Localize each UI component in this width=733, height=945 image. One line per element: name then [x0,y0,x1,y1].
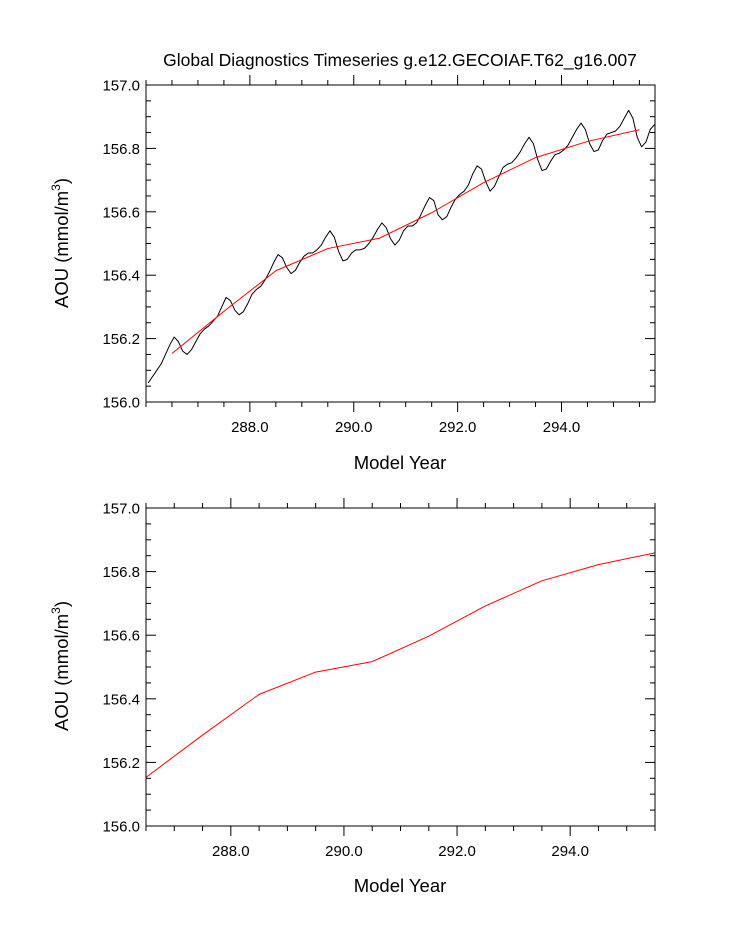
top-y-tick-label: 156.2 [102,331,140,348]
bottom-x-tick-label: 290.0 [325,843,363,860]
top-series-monthly-line [147,109,655,384]
bottom-y-tick-label: 156.2 [102,755,140,772]
top-series-group [147,109,655,384]
top-chart: Global Diagnostics Timeseries g.e12.GECO… [49,50,656,473]
bottom-axis-ticks [145,498,656,836]
top-y-tick-label: 156.4 [102,268,140,285]
bottom-series-annual-mean-line [145,552,656,778]
top-x-tick-label: 294.0 [543,419,581,436]
top-axis-ticks [145,75,655,412]
bottom-chart: 156.0 156.2 156.4 156.6 156.8 157.0 288.0 290.0… [49,498,656,896]
bottom-y-axis-label: AOU (mmol/m3) [49,601,72,731]
top-x-tick-label: 292.0 [439,419,477,436]
top-y-tick-label: 156.0 [102,395,140,412]
top-y-tick-label: 157.0 [102,78,140,95]
top-x-axis-label: Model Year [354,452,447,473]
bottom-plot-frame [145,507,656,827]
bottom-y-tick-label: 156.8 [102,564,140,581]
bottom-y-tick-label: 156.0 [102,819,140,836]
bottom-y-tick-label: 156.4 [102,691,140,708]
top-y-tick-label: 156.6 [102,204,140,221]
top-x-tick-label: 290.0 [335,419,373,436]
top-plot-frame [145,84,656,403]
top-series-annual-mean-line [171,129,640,354]
top-y-tick-label: 156.8 [102,141,140,158]
bottom-y-tick-label: 157.0 [102,501,140,518]
bottom-y-tick-label: 156.6 [102,628,140,645]
top-tick-labels: 156.0 156.2 156.4 156.6 156.8 157.0 288.0 290.0… [102,78,580,437]
bottom-x-axis-label: Model Year [354,875,447,896]
bottom-x-tick-label: 292.0 [438,843,476,860]
bottom-series-group [145,552,656,778]
bottom-x-tick-label: 288.0 [212,843,250,860]
bottom-x-tick-label: 294.0 [551,843,589,860]
top-x-tick-label: 288.0 [231,419,269,436]
top-chart-title: Global Diagnostics Timeseries g.e12.GECO… [163,50,637,71]
bottom-tick-labels: 156.0 156.2 156.4 156.6 156.8 157.0 288.0 290.0… [102,501,588,861]
top-y-axis-label: AOU (mmol/m3) [49,178,72,308]
